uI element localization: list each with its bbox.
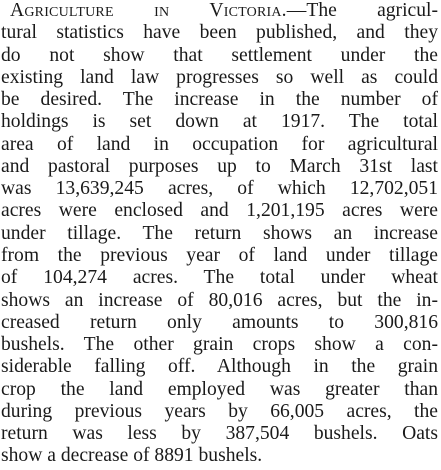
article-line: from the previous year of land under til…	[1, 244, 438, 266]
article-line: return was less by 387,504 bushels. Oats	[1, 423, 438, 445]
article-first-line-text: —The agricul-	[286, 0, 438, 21]
article-line: area of land in occupation for agricultu…	[1, 133, 438, 155]
article-line: was 13,639,245 acres, of which 12,702,05…	[1, 178, 438, 200]
article-line: creased return only amounts to 300,816	[1, 311, 438, 333]
article-heading: Agriculture in Victoria.	[10, 0, 287, 21]
article-line: shows an increase of 80,016 acres, but t…	[1, 289, 438, 311]
article-line: during previous years by 66,005 acres, t…	[1, 400, 438, 422]
article-line: and pastoral purposes up to March 31st l…	[1, 155, 438, 177]
article-first-line: Agriculture in Victoria.—The agricul-	[10, 0, 438, 23]
article-line: be desired. The increase in the number o…	[1, 89, 438, 111]
article-last-line: show a decrease of 8891 bushels.	[1, 445, 263, 467]
article-line: existing land law progresses so well as …	[1, 66, 438, 88]
article-line: tural statistics have been published, an…	[1, 22, 438, 44]
article-line: of 104,274 acres. The total under wheat	[1, 267, 438, 289]
article-line: under tillage. The return shows an incre…	[1, 222, 438, 244]
article-line: holdings is set down at 1917. The total	[1, 111, 438, 133]
article-line: bushels. The other grain crops show a co…	[1, 334, 438, 356]
article-line: do not show that settlement under the	[1, 44, 438, 66]
article-line: crop the land employed was greater than	[1, 378, 438, 400]
article-line: acres were enclosed and 1,201,195 acres …	[1, 200, 438, 222]
article-line: siderable falling off. Although in the g…	[1, 356, 438, 378]
